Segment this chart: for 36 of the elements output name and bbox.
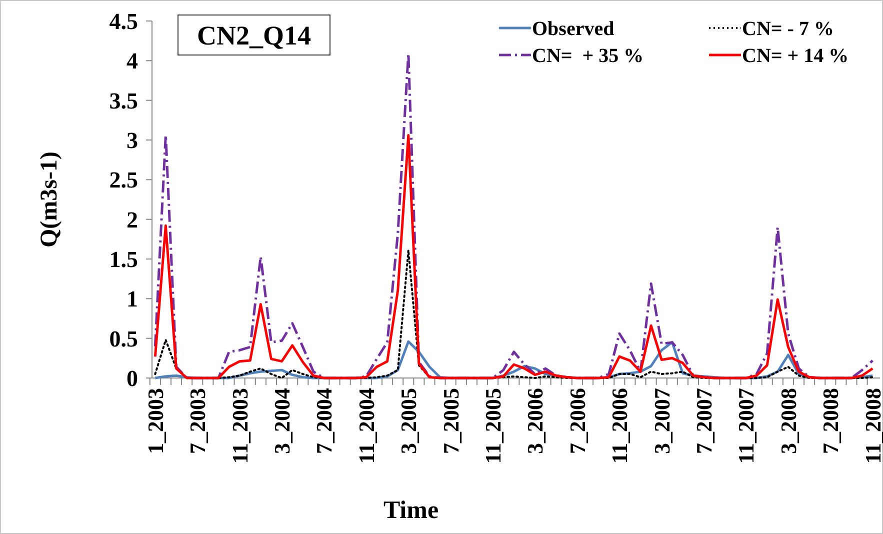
legend-label: CN= + 14 % bbox=[742, 45, 849, 67]
x-tick-label: 11_2004 bbox=[354, 388, 379, 464]
x-tick-label: 7_2004 bbox=[312, 388, 337, 454]
x-tick-label: 7_2005 bbox=[438, 388, 464, 454]
x-tick-label: 11_2007 bbox=[734, 388, 759, 464]
chart-title: CN2_Q14 bbox=[197, 20, 311, 50]
x-tick-label: 3_2005 bbox=[396, 388, 422, 454]
y-tick-label: 2 bbox=[126, 207, 138, 232]
legend-label: CN= - 7 % bbox=[742, 18, 834, 40]
x-tick-label: 7_2008 bbox=[818, 388, 844, 454]
x-tick-label: 7_2003 bbox=[185, 388, 210, 454]
x-tick-label: 3_2004 bbox=[269, 388, 294, 454]
x-tick-label: 1_2003 bbox=[142, 388, 168, 454]
y-tick-label: 0.5 bbox=[109, 326, 138, 352]
y-tick-label: 0 bbox=[126, 366, 138, 392]
line-series bbox=[154, 134, 874, 380]
y-tick-label: 1.5 bbox=[109, 247, 138, 272]
x-tick-label: 11_2008 bbox=[860, 388, 883, 464]
y-tick-label: 3.5 bbox=[109, 88, 138, 114]
legend-label: CN= + 35 % bbox=[532, 45, 644, 67]
y-axis-title: Q(m3s-1) bbox=[36, 152, 62, 248]
x-tick-label: 3_2007 bbox=[649, 388, 674, 454]
y-tick-label: 2.5 bbox=[109, 168, 138, 193]
x-tick-label: 11_2003 bbox=[227, 388, 252, 464]
x-tick-label: 11_2005 bbox=[480, 388, 506, 464]
x-tick-label: 7_2006 bbox=[564, 388, 590, 454]
y-tick-label: 4.5 bbox=[109, 9, 138, 34]
x-tick-label: 11_2006 bbox=[607, 388, 632, 464]
x-tick-label: 3_2008 bbox=[776, 388, 801, 454]
x-tick-label: 3_2006 bbox=[522, 388, 548, 454]
y-tick-label: 4 bbox=[126, 48, 138, 74]
y-tick-label: 1 bbox=[126, 286, 138, 312]
x-tick-label: 7_2007 bbox=[692, 388, 717, 454]
legend-label: Observed bbox=[532, 18, 614, 40]
y-tick-label: 3 bbox=[126, 128, 138, 154]
x-axis-title: Time bbox=[383, 497, 439, 524]
